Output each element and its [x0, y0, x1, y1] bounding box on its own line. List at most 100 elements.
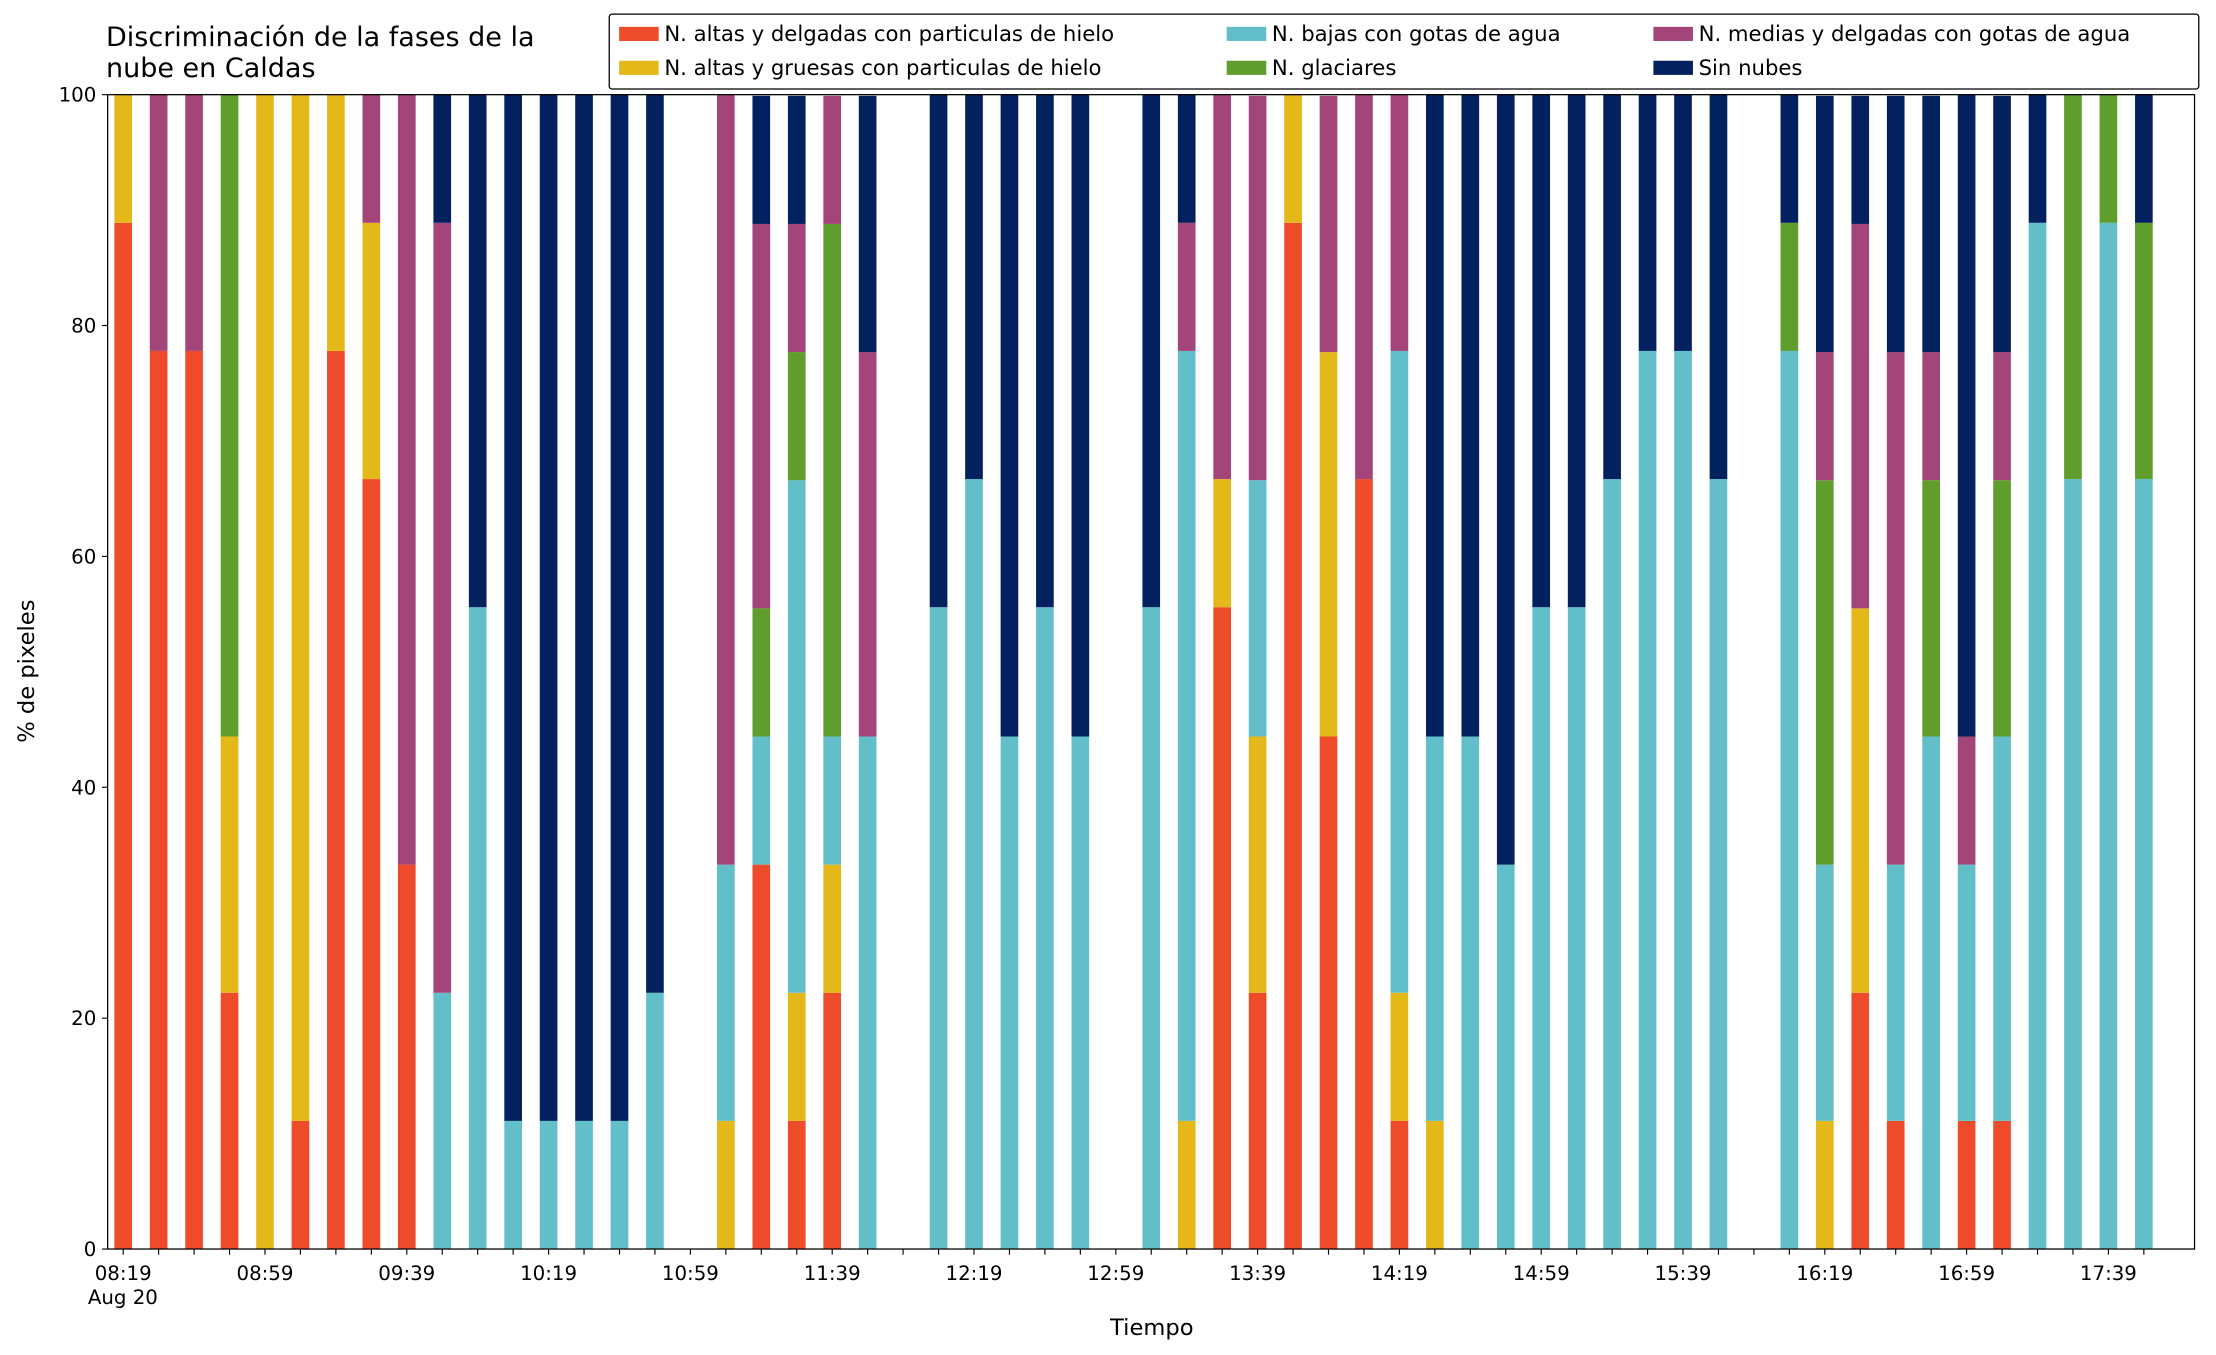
bar-segment [149, 350, 168, 1250]
bar-segment [362, 222, 381, 480]
bar-segment [1993, 480, 2011, 737]
bar-segment [823, 864, 842, 993]
legend-swatch [619, 60, 659, 75]
bar-segment [1780, 94, 1799, 223]
bar-segment [291, 1120, 310, 1250]
bar-segment [1248, 480, 1267, 737]
bar-segment [433, 222, 452, 993]
bar-segment [220, 736, 239, 993]
bar-segment [1177, 94, 1196, 223]
legend-label: Sin nubes [1699, 55, 1803, 80]
bar-segment [717, 94, 735, 865]
bar-segment [1248, 992, 1267, 1250]
plot-frame [107, 94, 2196, 1250]
bar-segment [468, 607, 487, 1250]
x-tick-label: 11:39 [804, 1262, 861, 1285]
bar-segment [1815, 480, 1834, 865]
x-tick-label: 08:59 [237, 1262, 294, 1285]
bar-segment [787, 223, 806, 353]
bar-segment [787, 352, 806, 481]
bar-segment [1993, 1120, 2011, 1250]
bar-segment [1142, 607, 1161, 1250]
bar-segment [575, 1120, 593, 1250]
bar-segment [1213, 94, 1231, 480]
bar-segment [1957, 1120, 1976, 1250]
bar-segment [752, 736, 771, 865]
bar-segment [787, 95, 806, 224]
bar-segment [1355, 94, 1373, 480]
bar-segment [114, 222, 133, 1250]
x-tick-label: 10:59 [662, 1262, 719, 1285]
x-date-label: Aug 20 [88, 1286, 158, 1309]
legend-swatch [1226, 26, 1267, 41]
bar-segment [929, 607, 948, 1250]
bar-segment [2099, 222, 2118, 1250]
bar-segment [1390, 94, 1409, 351]
bar-segment [1177, 350, 1196, 1121]
bar-segment [220, 992, 239, 1250]
bar-segment [362, 94, 381, 223]
y-axis-label: % de pixeles [14, 600, 40, 743]
x-axis-label: Tiempo [1109, 1315, 1193, 1341]
bar-segment [1638, 94, 1657, 351]
bar-segment [823, 992, 842, 1250]
chart-title: Discriminación de la fases de la nube en… [106, 22, 535, 84]
y-tick-label: 0 [84, 1238, 97, 1261]
bar-segment [1886, 352, 1905, 865]
bar-segment [2028, 94, 2047, 223]
bar-segment [1780, 350, 1799, 1250]
bar-segment [1674, 94, 1692, 351]
bar-segment [787, 992, 806, 1121]
y-tick-label: 60 [71, 545, 96, 568]
bar-segment [1319, 352, 1338, 737]
bar-segment [1567, 94, 1586, 608]
bar-segment [1603, 479, 1621, 1250]
x-tick-label: 12:19 [946, 1262, 1003, 1285]
bar-segment [1815, 352, 1834, 481]
legend-swatch [619, 26, 659, 41]
bar-segment [1886, 95, 1905, 353]
legend-label: N. glaciares [1272, 55, 1396, 80]
bar-segment [1319, 736, 1338, 1250]
bar-segment [1071, 736, 1090, 1250]
bar-segment [1036, 607, 1054, 1250]
bar-segment [1780, 222, 1799, 351]
legend-swatch [1653, 60, 1693, 75]
bar-segment [397, 94, 416, 865]
bar-segment [149, 94, 168, 351]
x-tick-label: 16:59 [1938, 1262, 1995, 1285]
bar-segment [1922, 480, 1940, 737]
bar-segment [2099, 94, 2118, 223]
bar-segment [717, 864, 735, 1121]
bar-segment [1213, 479, 1231, 608]
bar-segment [1177, 1120, 1196, 1250]
bar-segment [1709, 479, 1728, 1250]
bar-segment [1390, 350, 1409, 993]
x-tick-label: 10:19 [520, 1262, 577, 1285]
bar-segment [397, 864, 416, 1250]
bar-segment [717, 1120, 735, 1250]
bar-segment [220, 94, 239, 737]
y-tick-label: 80 [71, 315, 96, 338]
bar-segment [965, 479, 983, 1250]
bar-segment [1674, 350, 1692, 1250]
bar-segment [327, 350, 345, 1250]
bar-segment [1284, 94, 1302, 223]
x-tick-label: 15:39 [1655, 1262, 1712, 1285]
bar-segment [2064, 479, 2082, 1250]
x-tick-label: 09:39 [378, 1262, 435, 1285]
bar-segment [1426, 1120, 1444, 1250]
bar-segment [1922, 352, 1940, 481]
bar-segment [1142, 94, 1161, 608]
bar-segment [1284, 222, 1302, 1250]
bar-segment [1957, 94, 1976, 737]
bar-segment [929, 94, 948, 608]
bar-segment [185, 350, 203, 1250]
y-tick-label: 40 [71, 776, 96, 799]
x-tick-label: 13:39 [1229, 1262, 1286, 1285]
legend-label: N. medias y delgadas con gotas de agua [1699, 21, 2131, 46]
bar-segment [468, 94, 487, 608]
y-tick-label: 20 [71, 1007, 96, 1030]
bar-segment [1213, 607, 1231, 1250]
